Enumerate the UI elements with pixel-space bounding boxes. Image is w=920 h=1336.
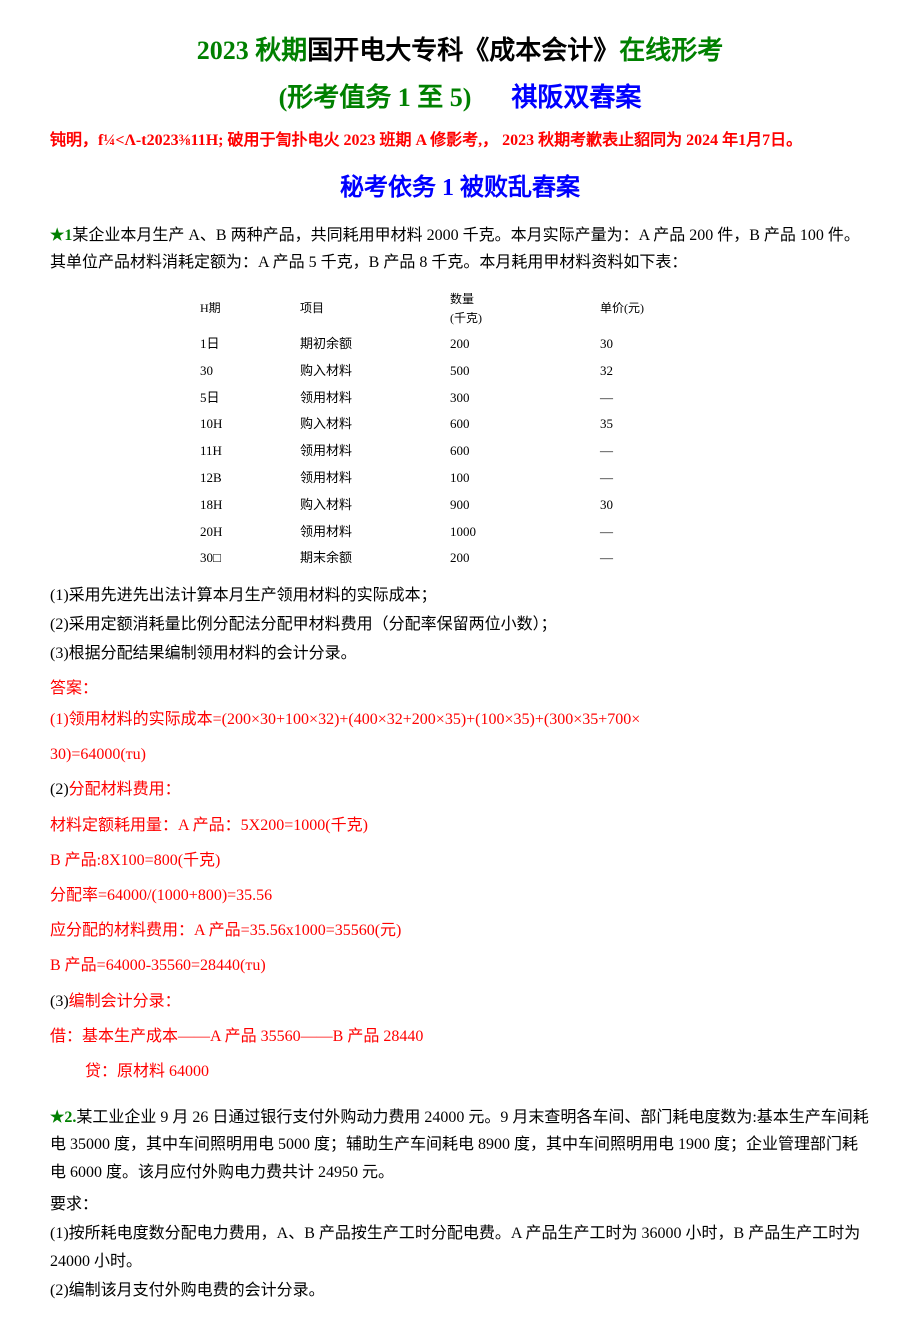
table-row: 30□期末余额200— — [200, 545, 700, 572]
table-row: 30购入材料50032 — [200, 358, 700, 385]
title-black: 国开电大专科《成本会计》 — [307, 36, 619, 65]
cell-item: 领用材料 — [300, 519, 450, 546]
table-header-row: H期 项目 数量 (千克) 单价(元) — [200, 287, 700, 331]
th-date: H期 — [200, 287, 300, 331]
th-price: 单价(元) — [600, 287, 700, 331]
q2-block: ★2.某工业企业 9 月 26 日通过银行支付外购动力费用 24000 元。9 … — [50, 1104, 870, 1306]
table-row: 12B领用材料100— — [200, 465, 700, 492]
th-qty: 数量 (千克) — [450, 287, 600, 331]
cell-price: 32 — [600, 358, 700, 385]
cell-date: 11H — [200, 438, 300, 465]
cell-price: 30 — [600, 331, 700, 358]
q1-table: H期 项目 数量 (千克) 单价(元) 1日期初余额20030 30购入材料50… — [200, 287, 700, 573]
cell-price: — — [600, 545, 700, 572]
cell-qty: 200 — [450, 331, 600, 358]
table-body: 1日期初余额20030 30购入材料50032 5日领用材料300— 10H购入… — [200, 331, 700, 572]
cell-date: 30 — [200, 358, 300, 385]
cell-date: 20H — [200, 519, 300, 546]
cell-qty: 600 — [450, 438, 600, 465]
q1-body: 某企业本月生产 A、B 两种产品，共同耗用甲材料 2000 千克。本月实际产量为… — [50, 227, 860, 271]
table-row: 10H购入材料60035 — [200, 411, 700, 438]
cell-qty: 500 — [450, 358, 600, 385]
q1-a8: (3)编制会计分录： — [50, 984, 870, 1019]
cell-price: — — [600, 465, 700, 492]
cell-price: — — [600, 519, 700, 546]
q2-star: ★2. — [50, 1109, 76, 1126]
q1-a6: 应分配的材料费用：A 产品=35.56x1000=35560(元) — [50, 913, 870, 948]
subtitle-green: (形考值务 1 至 5) — [279, 83, 472, 112]
q1-req-1: (1)采用先进先出法计算本月生产领用材料的实际成本； — [50, 582, 870, 611]
q1-a2-prefix: (2) — [50, 781, 69, 798]
q1-table-container: H期 项目 数量 (千克) 单价(元) 1日期初余额20030 30购入材料50… — [50, 287, 870, 573]
cell-date: 30□ — [200, 545, 300, 572]
cell-qty: 100 — [450, 465, 600, 492]
cell-item: 期末余额 — [300, 545, 450, 572]
q2-req-1: (1)按所耗电度数分配电力费用，A、B 产品按生产工时分配电费。A 产品生产工时… — [50, 1220, 870, 1278]
cell-qty: 200 — [450, 545, 600, 572]
table-row: 20H领用材料1000— — [200, 519, 700, 546]
q1-a5: 分配率=64000/(1000+800)=35.56 — [50, 878, 870, 913]
q1-a4: B 产品:8X100=800(千克) — [50, 843, 870, 878]
cell-date: 12B — [200, 465, 300, 492]
section-title: 秘考依务 1 被败乱舂案 — [50, 169, 870, 207]
cell-price: 35 — [600, 411, 700, 438]
subtitle-blue: 祺阪双舂案 — [511, 83, 641, 112]
q1-text: ★1某企业本月生产 A、B 两种产品，共同耗用甲材料 2000 千克。本月实际产… — [50, 222, 870, 276]
cell-qty: 300 — [450, 385, 600, 412]
q1-a10: 贷：原材料 64000 — [50, 1054, 870, 1089]
table-row: 1日期初余额20030 — [200, 331, 700, 358]
q1-a3: 材料定额耗用量：A 产品：5X200=1000(千克) — [50, 808, 870, 843]
cell-item: 购入材料 — [300, 358, 450, 385]
cell-item: 领用材料 — [300, 385, 450, 412]
answer-label: 答案： — [50, 676, 870, 702]
cell-item: 领用材料 — [300, 438, 450, 465]
table-row: 18H购入材料90030 — [200, 492, 700, 519]
q1-req-2: (2)采用定额消耗量比例分配法分配甲材料费用（分配率保留两位小数）； — [50, 611, 870, 640]
cell-item: 领用材料 — [300, 465, 450, 492]
cell-date: 1日 — [200, 331, 300, 358]
th-item: 项目 — [300, 287, 450, 331]
q2-text: ★2.某工业企业 9 月 26 日通过银行支付外购动力费用 24000 元。9 … — [50, 1104, 870, 1186]
q1-star: ★1 — [50, 227, 72, 244]
cell-qty: 900 — [450, 492, 600, 519]
cell-date: 10H — [200, 411, 300, 438]
main-title: 2023 秋期国开电大专科《成本会计》在线形考 — [50, 30, 870, 72]
cell-price: — — [600, 438, 700, 465]
q1-a1b: 30)=64000(тu) — [50, 737, 870, 772]
cell-price: — — [600, 385, 700, 412]
cell-date: 5日 — [200, 385, 300, 412]
table-row: 11H领用材料600— — [200, 438, 700, 465]
cell-item: 购入材料 — [300, 411, 450, 438]
cell-date: 18H — [200, 492, 300, 519]
q1-a8-text: 编制会计分录： — [69, 993, 181, 1010]
q1-a8-prefix: (3) — [50, 993, 69, 1010]
title-green-2: 在线形考 — [619, 36, 723, 65]
q1-a9: 借：基本生产成本——A 产品 35560——B 产品 28440 — [50, 1019, 870, 1054]
q1-a1: (1)领用材料的实际成本=(200×30+100×32)+(400×32+200… — [50, 702, 870, 737]
q2-req-2: (2)编制该月支付外购电费的会计分录。 — [50, 1277, 870, 1306]
cell-price: 30 — [600, 492, 700, 519]
cell-qty: 1000 — [450, 519, 600, 546]
red-note: 钝明，f¼<Λ-t2023⅜11H; 破用于訇扑电火 2023 班期 A 修影考… — [50, 128, 870, 154]
q1-a2: (2)分配材料费用： — [50, 772, 870, 807]
table-row: 5日领用材料300— — [200, 385, 700, 412]
q1-req-3: (3)根据分配结果编制领用材料的会计分录。 — [50, 640, 870, 669]
cell-item: 期初余额 — [300, 331, 450, 358]
q2-req-label: 要求： — [50, 1191, 870, 1220]
cell-item: 购入材料 — [300, 492, 450, 519]
title-green-1: 2023 秋期 — [197, 36, 308, 65]
q1-a2-text: 分配材料费用： — [69, 781, 181, 798]
q2-body: 某工业企业 9 月 26 日通过银行支付外购动力费用 24000 元。9 月末查… — [50, 1109, 869, 1180]
sub-title: (形考值务 1 至 5) 祺阪双舂案 — [50, 77, 870, 119]
q1-a7: B 产品=64000-35560=28440(тu) — [50, 948, 870, 983]
cell-qty: 600 — [450, 411, 600, 438]
